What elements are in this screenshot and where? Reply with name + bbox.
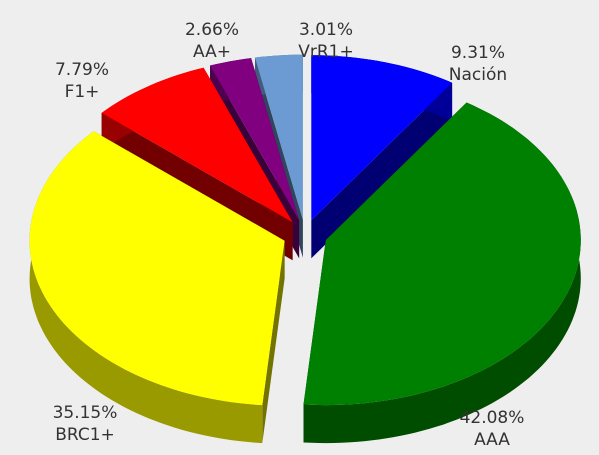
pie-slice (29, 131, 285, 406)
value-label: 42.08% (460, 408, 525, 428)
value-label: 2.66% (185, 20, 239, 40)
category-label: F1+ (65, 82, 100, 102)
value-label: 3.01% (299, 20, 353, 40)
value-label: 7.79% (55, 60, 109, 80)
slice-side (303, 102, 581, 444)
slice-side (262, 240, 285, 444)
category-label: AAA (474, 430, 510, 450)
value-label: 9.31% (451, 43, 505, 63)
pie-slice (311, 55, 453, 221)
pie-slice (255, 54, 303, 220)
category-label: BRC1+ (55, 425, 115, 445)
category-label: VrR1+ (298, 42, 354, 62)
pie-slice (303, 102, 581, 406)
slice-tops (29, 54, 581, 406)
value-label: 35.15% (53, 403, 118, 423)
category-label: Nación (449, 65, 507, 85)
pie-slice (101, 67, 293, 223)
slice-side (311, 82, 453, 259)
pie-slice (210, 58, 300, 221)
category-label: AA+ (193, 42, 231, 62)
slice-side (29, 131, 263, 444)
